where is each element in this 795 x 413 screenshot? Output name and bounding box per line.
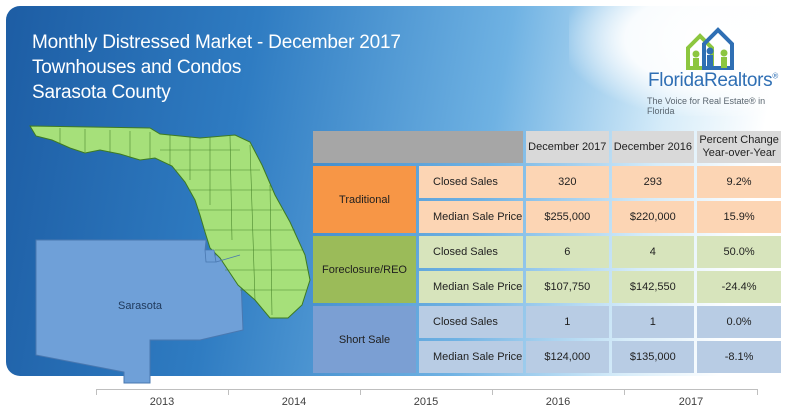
year-tick-label: 2016 xyxy=(545,396,571,408)
houses-with-people-icon xyxy=(686,27,734,70)
distressed-market-table: December 2017 December 2016 Percent Chan… xyxy=(310,128,784,376)
value-dec-2016: $220,000 xyxy=(611,201,695,233)
county-label: Sarasota xyxy=(118,300,163,312)
metric-label: Median Sale Price xyxy=(419,201,523,233)
metric-label: Median Sale Price xyxy=(419,271,523,303)
header-blank-cell xyxy=(313,131,523,163)
page-subtitle-county: Sarasota County xyxy=(32,82,171,103)
value-dec-2016: 1 xyxy=(611,306,695,338)
col-head-dec-2016: December 2016 xyxy=(611,131,695,163)
value-pct-change: 9.2% xyxy=(697,166,781,198)
year-axis-line xyxy=(96,389,758,390)
table-header-row: December 2017 December 2016 Percent Chan… xyxy=(313,131,781,163)
table-row: Median Sale Price $255,000 $220,000 15.9… xyxy=(313,201,781,233)
year-tick-label: 2015 xyxy=(413,396,439,408)
value-pct-change: -24.4% xyxy=(697,271,781,303)
value-dec-2017: 1 xyxy=(526,306,609,338)
page-subtitle-property-type: Townhouses and Condos xyxy=(32,57,242,78)
value-dec-2017: 320 xyxy=(526,166,609,198)
value-pct-change: -8.1% xyxy=(697,341,781,373)
axis-tick xyxy=(228,389,229,395)
value-dec-2017: $255,000 xyxy=(526,201,609,233)
page-title: Monthly Distressed Market - December 201… xyxy=(32,32,401,53)
logo-tagline: The Voice for Real Estate® in Florida xyxy=(647,96,766,116)
col-head-dec-2017: December 2017 xyxy=(526,131,609,163)
category-short-sale: Short Sale xyxy=(313,306,416,373)
axis-tick xyxy=(624,389,625,395)
value-dec-2016: 293 xyxy=(611,166,695,198)
table-row: Median Sale Price $107,750 $142,550 -24.… xyxy=(313,271,781,303)
table-row: Foreclosure/REO Closed Sales 6 4 50.0% xyxy=(313,236,781,303)
value-dec-2016: 4 xyxy=(611,236,695,268)
value-pct-change: 15.9% xyxy=(697,201,781,233)
value-dec-2016: $135,000 xyxy=(611,341,695,373)
table-row: Median Sale Price $124,000 $135,000 -8.1… xyxy=(313,341,781,373)
value-dec-2016: $142,550 xyxy=(611,271,695,303)
year-tick-label: 2013 xyxy=(149,396,175,408)
category-foreclosure-reo: Foreclosure/REO xyxy=(313,236,416,303)
table-row: Traditional Closed Sales 320 293 9.2% xyxy=(313,166,781,233)
axis-tick xyxy=(360,389,361,395)
value-dec-2017: 6 xyxy=(526,236,609,268)
value-pct-change: 0.0% xyxy=(697,306,781,338)
axis-tick xyxy=(757,389,758,395)
year-tick-label: 2014 xyxy=(281,396,307,408)
col-head-pct-change: Percent Change Year-over-Year xyxy=(697,131,781,163)
metric-label: Closed Sales xyxy=(419,306,523,338)
metric-label: Median Sale Price xyxy=(419,341,523,373)
value-dec-2017: $107,750 xyxy=(526,271,609,303)
metric-label: Closed Sales xyxy=(419,236,523,268)
logo-wordmark: FloridaRealtors® xyxy=(648,70,778,91)
category-traditional: Traditional xyxy=(313,166,416,233)
value-pct-change: 50.0% xyxy=(697,236,781,268)
table-row: Short Sale Closed Sales 1 1 0.0% xyxy=(313,306,781,373)
metric-label: Closed Sales xyxy=(419,166,523,198)
year-tick-label: 2017 xyxy=(678,396,704,408)
value-dec-2017: $124,000 xyxy=(526,341,609,373)
axis-tick xyxy=(492,389,493,395)
axis-tick xyxy=(96,389,97,395)
title-block: Monthly Distressed Market - December 201… xyxy=(32,30,401,105)
